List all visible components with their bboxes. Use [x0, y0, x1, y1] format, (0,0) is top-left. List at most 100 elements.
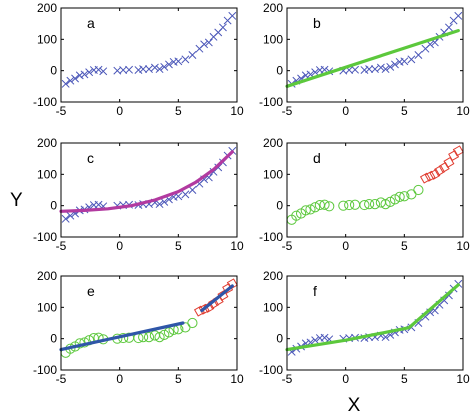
x-marker: [145, 65, 153, 74]
x-marker: [181, 190, 190, 199]
diamond-marker: [203, 301, 215, 313]
panel-label: b: [313, 15, 321, 31]
circle-marker: [359, 199, 370, 211]
circle-marker: [399, 191, 410, 202]
fit-line: [59, 150, 234, 213]
axes-box: [286, 7, 464, 103]
panel-b: -5 0 5 10 -100 0 100 200 b: [259, 1, 470, 118]
circle-marker: [154, 332, 165, 343]
x-marker: [218, 23, 227, 32]
x-tick-label: -5: [282, 372, 293, 386]
y-tick-label: -100: [259, 230, 283, 244]
panel-e: -5 0 5 10 -100 0 100 200 e: [33, 269, 244, 386]
x-tick-label: -5: [56, 372, 67, 386]
x-tick-label: 5: [401, 372, 408, 386]
y-tick-label: 0: [276, 64, 283, 78]
x-tick-label: -5: [282, 239, 293, 253]
x-marker: [75, 71, 84, 80]
x-marker: [351, 65, 360, 74]
circle-marker: [413, 184, 424, 196]
circle-marker: [163, 327, 175, 338]
x-tick-label: 10: [456, 239, 470, 253]
y-tick-label: -100: [259, 95, 283, 109]
x-marker: [119, 66, 128, 74]
x-tick-label: 5: [401, 104, 408, 118]
y-tick-label: -100: [259, 363, 283, 377]
x-tick-label: -5: [56, 104, 67, 118]
x-marker: [407, 55, 416, 64]
x-marker: [371, 65, 379, 74]
circle-marker: [324, 201, 335, 212]
x-marker: [311, 68, 320, 77]
x-tick-label: 0: [342, 372, 349, 386]
x-marker: [381, 65, 390, 74]
panel-d: -5 0 5 10 -100 0 100 200 d: [259, 136, 470, 253]
y-tick-label: 0: [50, 199, 57, 213]
x-marker: [386, 62, 395, 71]
x-marker: [155, 200, 164, 209]
x-axis-label: X: [348, 395, 361, 416]
y-tick-label: 100: [263, 300, 283, 314]
y-tick-label: 100: [263, 167, 283, 181]
y-tick-label: 200: [263, 136, 283, 150]
x-marker: [160, 197, 169, 206]
x-marker: [311, 336, 320, 345]
diamond-marker: [438, 161, 450, 173]
circle-marker: [159, 329, 170, 341]
x-tick-label: 5: [175, 372, 182, 386]
x-tick-label: 10: [230, 372, 244, 386]
axes-box: [60, 275, 238, 371]
x-tick-label: 5: [401, 239, 408, 253]
y-tick-label: 100: [37, 167, 57, 181]
circle-marker: [389, 194, 401, 205]
x-tick-label: 10: [456, 372, 470, 386]
x-marker: [94, 200, 103, 209]
diamond-marker: [424, 170, 436, 182]
diamond-marker: [198, 303, 210, 315]
x-marker: [390, 60, 399, 69]
x-marker: [360, 66, 369, 74]
x-marker: [181, 55, 190, 64]
x-marker: [139, 65, 148, 74]
fit-line: [200, 284, 234, 313]
x-marker: [160, 62, 169, 71]
x-marker: [365, 65, 374, 74]
circle-marker: [187, 317, 198, 329]
x-marker: [155, 65, 164, 74]
x-tick-label: 5: [175, 104, 182, 118]
diamond-marker: [434, 165, 446, 177]
panel-f: -5 0 5 10 -100 0 100 200 f: [259, 269, 470, 386]
x-marker: [71, 74, 80, 83]
x-marker: [188, 186, 197, 194]
x-tick-label: 10: [230, 239, 244, 253]
x-tick-label: 0: [116, 372, 123, 386]
x-marker: [99, 67, 108, 76]
circle-marker: [291, 210, 302, 221]
circle-marker: [338, 200, 349, 211]
y-tick-label: -100: [33, 363, 57, 377]
axes-box: [60, 142, 238, 238]
axes-box: [60, 7, 238, 103]
circle-marker: [300, 205, 311, 216]
axes-box: [286, 275, 464, 371]
x-tick-label: 0: [116, 239, 123, 253]
x-marker: [134, 66, 143, 74]
panel-label: c: [87, 150, 94, 166]
diamond-marker: [448, 150, 460, 162]
y-axis-label: Y: [10, 190, 23, 211]
panel-a: -5 0 5 10 -100 0 100 200 a: [33, 1, 244, 118]
x-tick-label: 5: [175, 239, 182, 253]
fit-line: [285, 283, 460, 352]
x-marker: [66, 76, 75, 85]
x-marker: [174, 57, 183, 66]
circle-marker: [319, 199, 330, 210]
diamond-marker: [208, 298, 220, 310]
x-marker: [400, 57, 409, 66]
circle-marker: [364, 199, 375, 210]
x-tick-label: -5: [56, 239, 67, 253]
y-tick-label: 100: [263, 32, 283, 46]
x-marker: [414, 51, 423, 59]
y-tick-label: 200: [37, 136, 57, 150]
y-tick-label: 0: [50, 64, 57, 78]
